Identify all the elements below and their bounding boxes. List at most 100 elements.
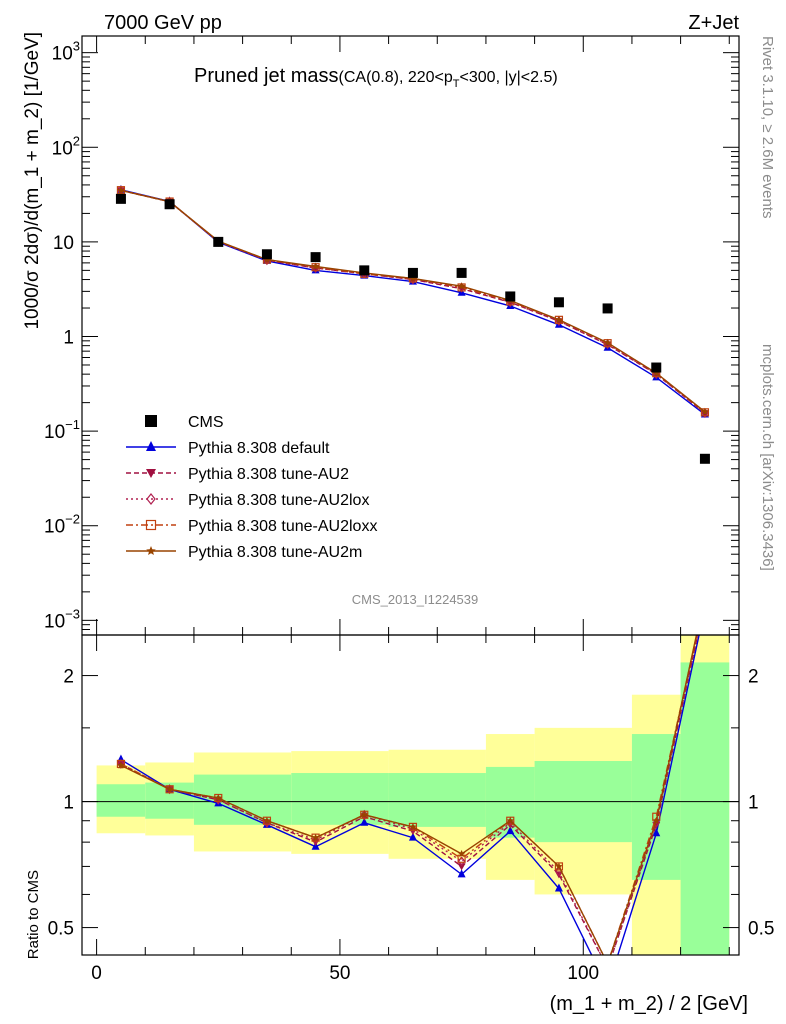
top-series-4-point-0 (117, 186, 125, 194)
cms-point-6 (407, 267, 418, 278)
top-series-line-2 (120, 189, 706, 414)
ytick-label-top-5: 10−2 (44, 512, 80, 538)
cms-point-7 (456, 267, 467, 278)
top-series-line-1 (120, 189, 706, 414)
ratio-series-4-point-5 (360, 810, 369, 818)
xtick-label-2: 100 (567, 963, 599, 984)
ytick-label-bottom-left-0: 0.5 (48, 919, 74, 940)
cms-point-8 (505, 291, 516, 302)
ratio-series-0-point-9 (554, 883, 563, 892)
ratio-series-2-point-7 (457, 856, 466, 867)
top-series-line-0 (120, 189, 706, 416)
legend-label-4: Pythia 8.308 tune-AU2loxx (188, 518, 377, 535)
ytick-label-base: 10 (52, 138, 73, 159)
ytick-label-top-1: 102 (52, 133, 80, 159)
ytick-label-base: 1 (63, 328, 74, 349)
ratio-series-4-point-12 (701, 592, 709, 599)
ratio-series-0-point-6 (408, 832, 417, 841)
ytick-label-base: 10 (52, 44, 73, 65)
ratio-series-4-point-3 (263, 816, 271, 824)
ratio-series-4-point-7 (457, 849, 466, 858)
band-inner-2 (193, 774, 292, 825)
top-series-4-point-4 (311, 262, 320, 270)
ytick-label-top-3: 1 (63, 328, 74, 349)
ytick-label-bottom-right-1: 1 (748, 793, 759, 814)
process-label: Z+Jet (688, 12, 739, 34)
ytick-label-exp: −1 (65, 417, 80, 432)
top-panel-frame (81, 35, 740, 636)
legend-label-3: Pythia 8.308 tune-AU2lox (188, 492, 369, 509)
cms-point-1 (164, 199, 175, 210)
ytick-label-bottom-left-1: 1 (63, 793, 74, 814)
band-inner-0 (96, 784, 146, 817)
top-series-4-point-6 (409, 274, 417, 282)
legend-label-2: Pythia 8.308 tune-AU2 (188, 466, 349, 483)
top-series-4-point-10 (603, 338, 612, 346)
cms-point-10 (602, 303, 613, 314)
ratio-series-4-point-1 (165, 785, 174, 793)
cms-point-12 (699, 453, 710, 464)
ratio-uncertainty-bands (82, 635, 739, 955)
ratio-series-0-point-7 (457, 869, 466, 878)
plot-title-main: Pruned jet mass (194, 65, 339, 87)
legend-marker-3 (146, 493, 156, 505)
ratio-series-4-point-8 (506, 816, 515, 824)
legend-marker-4 (145, 519, 157, 531)
ytick-label-bottom-right-2: 2 (748, 667, 759, 688)
ratio-series-4-point-2 (214, 794, 223, 802)
energy-label: 7000 GeV pp (104, 12, 222, 34)
ratio-series-4-point-9 (555, 862, 563, 870)
legend: CMS Pythia 8.308 default Pythia 8.308 tune… (126, 414, 377, 561)
ratio-series-3-point-12 (701, 595, 708, 602)
ratio-series-0-point-8 (506, 826, 515, 835)
legend-marker-5 (146, 546, 156, 555)
axes-frames (81, 35, 740, 956)
ytick-label-bottom-right-0: 0.5 (748, 919, 774, 940)
ratio-series-0-point-10 (604, 982, 612, 990)
ratio-series-3-point-10 (604, 960, 611, 967)
ratio-series-4-point-0 (117, 761, 125, 769)
ratio-series-1-point-12 (701, 599, 709, 606)
data-series (115, 184, 710, 990)
ytick-label-exp: 3 (73, 39, 80, 54)
ratio-series-2-point-10 (605, 964, 611, 972)
band-inner-4 (388, 773, 486, 827)
ytick-label-exp: 2 (73, 133, 80, 148)
top-panel-series (115, 184, 710, 464)
ytick-label-top-0: 103 (52, 39, 80, 65)
ratio-series-2-point-11 (652, 817, 661, 828)
cms-point-9 (553, 297, 564, 308)
ratio-series-0-point-5 (360, 817, 369, 826)
top-series-4-point-9 (555, 315, 563, 324)
ytick-label-exp: −3 (65, 606, 80, 621)
legend-label-0: CMS (188, 414, 224, 431)
band-inner-8 (680, 662, 730, 955)
legend-marker-2 (146, 469, 156, 478)
ytick-label-base: 10 (44, 611, 65, 632)
ytick-label-top-2: 10 (53, 233, 74, 254)
ratio-series-line-2 (120, 635, 699, 955)
top-series-4-point-12 (701, 407, 709, 415)
plot-title-sub: (CA(0.8), 220<p (339, 69, 453, 86)
y-axis-label-bottom: Ratio to CMS (25, 870, 42, 959)
ytick-label-top-4: 10−1 (44, 417, 80, 443)
ratio-series-2-point-12 (702, 598, 708, 606)
top-series-4-point-11 (652, 369, 661, 377)
x-axis-label: (m_1 + m_2) / 2 [GeV] (550, 993, 748, 1015)
legend-marker-0 (145, 415, 157, 427)
bottom-panel-frame (81, 634, 740, 956)
cms-point-11 (651, 362, 662, 373)
top-series-4-point-7 (457, 282, 466, 290)
mcplots-label: mcplots.cern.ch [arXiv:1306.3436] (759, 344, 776, 571)
y-axis-label-top: 1000/σ 2dσ)/d(m_1 + m_2) [1/GeV] (22, 32, 43, 330)
ytick-label-base: 10 (44, 422, 65, 443)
cms-point-2 (213, 236, 224, 247)
ratio-series-0-point-12 (701, 603, 709, 611)
ratio-series-4-point-11 (652, 816, 661, 824)
ytick-label-top-6: 10−3 (44, 606, 80, 632)
xtick-label-1: 50 (329, 963, 350, 984)
cms-point-5 (359, 265, 370, 276)
cms-point-0 (115, 193, 126, 204)
